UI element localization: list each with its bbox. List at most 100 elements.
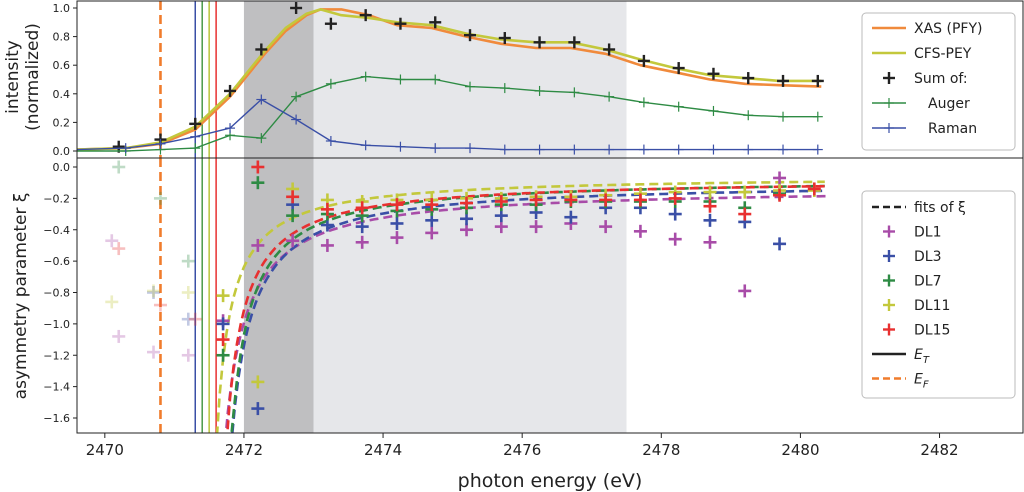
point-dl7 bbox=[216, 348, 230, 362]
point-dl15 bbox=[320, 202, 334, 216]
legend-box bbox=[861, 190, 1016, 399]
xi-data-points bbox=[105, 160, 821, 416]
point-dl1 bbox=[320, 238, 334, 252]
series-auger-marker bbox=[190, 143, 201, 154]
legend-item-dl15: DL15 bbox=[883, 323, 950, 339]
legend-item-auger: Auger bbox=[872, 96, 970, 112]
point-dl1 bbox=[633, 224, 647, 238]
legend-label: DL7 bbox=[914, 274, 942, 290]
series-raman-marker bbox=[325, 135, 336, 146]
series-raman-marker bbox=[499, 144, 510, 155]
series-sum-of-marker bbox=[224, 84, 237, 97]
legend-swatch bbox=[883, 250, 895, 262]
series-auger-marker bbox=[708, 105, 719, 116]
series-raman-marker bbox=[190, 131, 201, 142]
point-dl15 bbox=[807, 182, 821, 196]
point-dl11 bbox=[251, 375, 265, 389]
xtick-label: 2474 bbox=[364, 441, 402, 459]
legend-label: XAS (PFY) bbox=[914, 21, 982, 37]
legend-label: Raman bbox=[928, 121, 977, 137]
point-dl15 bbox=[773, 188, 787, 202]
point-dl15 bbox=[564, 193, 578, 207]
legend-swatch bbox=[883, 323, 895, 336]
series-raman-marker bbox=[225, 123, 236, 134]
point-dl7 bbox=[181, 254, 195, 268]
axes-frame bbox=[76, 157, 1024, 434]
point-dl1 bbox=[105, 234, 119, 248]
xtick-label: 2478 bbox=[642, 441, 680, 459]
top-ylabel-line1: intensity bbox=[3, 40, 23, 114]
legend-swatch bbox=[883, 225, 895, 238]
series-sum-of-marker bbox=[672, 62, 685, 75]
ytick-label: 0.2 bbox=[53, 116, 71, 129]
series-auger-marker bbox=[812, 111, 823, 122]
point-dl1 bbox=[738, 284, 752, 298]
fit-curve-dl11 bbox=[215, 180, 825, 433]
point-dl11 bbox=[181, 286, 195, 299]
legend-item-xas-pfy: XAS (PFY) bbox=[872, 21, 982, 37]
point-dl7 bbox=[153, 191, 167, 205]
point-dl7 bbox=[286, 209, 300, 223]
series-raman-marker bbox=[673, 144, 684, 155]
point-dl11 bbox=[105, 295, 119, 309]
series-auger-marker bbox=[465, 81, 476, 92]
series-sum-of-marker bbox=[811, 74, 824, 87]
legend-item-dl1: DL1 bbox=[883, 225, 942, 241]
series-sum-of-marker bbox=[498, 32, 511, 45]
series-auger-marker bbox=[534, 85, 545, 96]
point-dl11 bbox=[738, 185, 752, 199]
top-ylabel-line2: (normalized) bbox=[23, 23, 43, 131]
series-raman-marker bbox=[743, 144, 754, 155]
point-dl3 bbox=[147, 286, 161, 299]
shaded-region-1 bbox=[313, 1, 627, 158]
legend-label: Sum of: bbox=[914, 71, 968, 87]
point-dl11 bbox=[216, 289, 230, 303]
legend-item-dl7: DL7 bbox=[883, 274, 942, 290]
ytick-label: −0.8 bbox=[43, 287, 70, 300]
series-raman-marker bbox=[291, 114, 302, 125]
ytick-label: −0.2 bbox=[43, 192, 70, 205]
point-dl1 bbox=[494, 220, 508, 234]
series-auger-marker bbox=[673, 101, 684, 112]
ytick-label: 0.6 bbox=[53, 59, 71, 72]
point-dl1 bbox=[390, 231, 404, 245]
point-dl3 bbox=[668, 207, 682, 221]
series-auger-marker bbox=[604, 91, 615, 102]
series-xas-pfy-line bbox=[77, 8, 822, 151]
bottom-axes: 0.0 −0.2 −0.4 −0.6 −0.8 −1.0 −1.2 −1.4 −1.6 2470 2… bbox=[43, 157, 1024, 459]
point-dl15 bbox=[703, 199, 717, 213]
series-raman-marker bbox=[778, 144, 789, 155]
xtick-label: 2470 bbox=[86, 441, 124, 459]
series-raman-marker bbox=[120, 143, 131, 154]
legend-label: fits of ξ bbox=[914, 200, 966, 216]
series-sum-of-marker bbox=[359, 9, 372, 22]
series-raman-marker bbox=[395, 141, 406, 152]
point-dl3 bbox=[181, 312, 195, 326]
series-auger-marker bbox=[778, 111, 789, 122]
point-dl3 bbox=[460, 212, 474, 226]
series-raman-marker bbox=[812, 144, 823, 155]
series-raman-marker bbox=[569, 144, 580, 155]
ytick-label: 0.0 bbox=[53, 145, 71, 158]
bottom-xlabel: photon energy (eV) bbox=[458, 470, 643, 492]
legend-swatch bbox=[883, 72, 895, 84]
series-auger-marker bbox=[743, 110, 754, 121]
series-sum-of-marker bbox=[255, 43, 268, 56]
ytick-label: −0.4 bbox=[43, 224, 70, 237]
point-dl1 bbox=[668, 232, 682, 246]
series-sum-of-marker bbox=[394, 17, 407, 30]
point-dl1 bbox=[460, 223, 474, 237]
point-dl15 bbox=[216, 333, 230, 347]
legend-label: CFS-PEY bbox=[914, 46, 972, 62]
series-sum-of-marker bbox=[742, 72, 755, 85]
xi-fit-curves bbox=[215, 180, 827, 433]
point-dl15 bbox=[668, 191, 682, 205]
fit-curve-dl15 bbox=[226, 184, 825, 433]
point-dl7 bbox=[112, 160, 126, 174]
series-sum-of-marker bbox=[290, 2, 303, 14]
ytick-label: −1.0 bbox=[43, 318, 70, 331]
legend-item-dl11: DL11 bbox=[883, 298, 950, 314]
point-dl15 bbox=[188, 312, 202, 326]
series-auger-marker bbox=[638, 97, 649, 108]
